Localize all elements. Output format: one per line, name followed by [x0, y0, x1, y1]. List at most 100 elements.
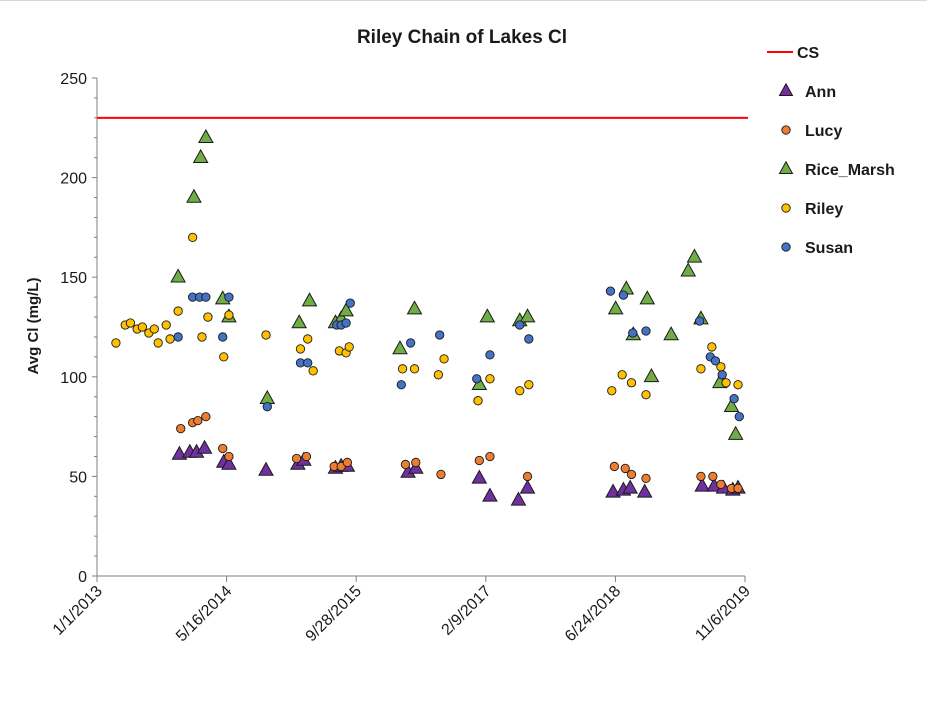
lucy-point: [485, 451, 495, 462]
lucy-point: [609, 461, 620, 472]
susan-point: [224, 292, 234, 302]
susan-point: [173, 332, 183, 342]
legend-swatch-rice-marsh: [778, 160, 794, 174]
riley-point: [344, 342, 354, 352]
rice-marsh-point: [301, 292, 318, 307]
ann-point: [622, 479, 639, 494]
riley-point: [303, 334, 313, 344]
rice-marsh-point: [406, 300, 423, 315]
legend-label-rice-marsh: Rice_Marsh: [805, 162, 895, 179]
susan-point: [729, 394, 739, 404]
rice-marsh-point: [186, 188, 202, 203]
lucy-point: [201, 411, 211, 422]
riley-point: [295, 344, 306, 354]
x-tick-label: 5/16/2014: [173, 583, 235, 645]
rice-marsh-point: [519, 308, 536, 323]
rice-marsh-point: [723, 397, 740, 412]
rice-marsh-point: [479, 308, 496, 323]
riley-point: [203, 312, 213, 322]
y-tick-label: 50: [69, 469, 87, 486]
lucy-point: [708, 471, 718, 482]
y-tick-label: 250: [60, 71, 87, 88]
riley-point: [219, 352, 229, 362]
susan-point: [262, 402, 272, 412]
lucy-point: [474, 455, 484, 466]
y-tick-label: 150: [60, 270, 87, 287]
rice-marsh-point: [198, 128, 214, 144]
lucy-point: [641, 473, 651, 484]
axes: 0 50 100 150 200 250 1/1/2013 5/16/2014 9/28/201…: [50, 71, 754, 645]
susan-point: [628, 328, 638, 338]
riley-point: [149, 324, 159, 334]
riley-point: [626, 378, 637, 388]
legend-label-ann: Ann: [805, 84, 836, 101]
riley-point: [197, 332, 207, 342]
lucy-point: [436, 469, 446, 480]
rice-marsh-point: [291, 314, 308, 329]
riley-point: [173, 306, 183, 316]
riley-point: [165, 334, 175, 344]
ann-point: [519, 479, 536, 494]
rice-marsh-point: [663, 326, 679, 341]
susan-point: [710, 356, 721, 366]
rice-marsh-point: [259, 389, 276, 404]
lucy-point: [301, 451, 312, 462]
y-tick-label: 0: [78, 569, 87, 586]
legend: CS Ann Lucy Rice_Marsh Riley Susan: [767, 45, 895, 257]
x-tick-label: 6/24/2018: [562, 583, 624, 645]
riley-point: [137, 322, 148, 332]
riley-point: [607, 386, 617, 396]
lucy-point: [224, 451, 234, 462]
legend-label-riley: Riley: [805, 201, 843, 218]
susan-point: [694, 316, 705, 326]
riley-point: [308, 366, 318, 376]
susan-point: [734, 411, 744, 422]
susan-point: [641, 326, 651, 336]
susan-point: [435, 330, 445, 340]
lucy-point: [176, 423, 186, 434]
susan-point: [303, 358, 313, 368]
rice-marsh-point: [686, 248, 703, 263]
susan-point: [472, 374, 482, 384]
lucy-point: [218, 443, 228, 454]
susan-point: [605, 286, 616, 296]
riley-point: [707, 342, 717, 352]
lucy-point: [342, 457, 353, 468]
riley-point: [515, 386, 525, 396]
x-tick-label: 9/28/2015: [303, 583, 365, 645]
ann-point: [482, 487, 498, 502]
lucy-point: [716, 479, 726, 490]
x-tick-label: 2/9/2017: [439, 583, 495, 639]
riley-point: [111, 338, 121, 348]
lucy-point: [400, 459, 411, 470]
susan-point: [218, 332, 228, 342]
lucy-point: [696, 471, 706, 482]
rice-marsh-point: [392, 340, 408, 355]
riley-point: [224, 310, 234, 320]
riley-point: [485, 374, 495, 384]
susan-point: [396, 380, 406, 390]
susan-point: [345, 298, 355, 308]
rice-marsh-point: [607, 300, 624, 315]
riley-point: [439, 354, 449, 364]
legend-swatch-riley: [781, 203, 791, 213]
riley-point: [153, 338, 163, 348]
legend-label-cs: CS: [797, 45, 820, 62]
riley-point: [409, 364, 420, 374]
ann-point: [258, 461, 274, 476]
susan-point: [405, 338, 416, 348]
lucy-point: [522, 471, 533, 482]
susan-point: [485, 350, 495, 360]
y-axis-label: Avg Cl (mg/L): [25, 278, 42, 375]
ann-point: [196, 439, 213, 454]
riley-point: [696, 364, 706, 374]
x-tick-label: 11/6/2019: [692, 583, 754, 645]
ann-point: [636, 483, 653, 498]
lucy-point: [291, 453, 302, 464]
y-tick-label: 200: [60, 171, 87, 188]
susan-point: [201, 292, 211, 302]
legend-swatch-susan: [781, 242, 791, 252]
chart-title: Riley Chain of Lakes Cl: [357, 27, 567, 48]
